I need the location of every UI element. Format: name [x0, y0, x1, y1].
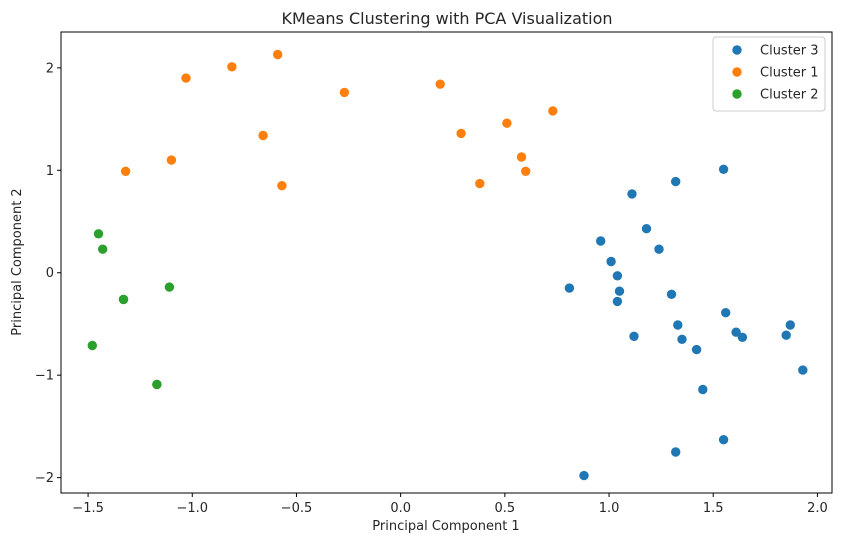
cluster-1-point: [606, 256, 616, 267]
cluster-1-point: [666, 289, 677, 299]
cluster-1-point: [737, 332, 748, 342]
cluster-1-point: [564, 283, 575, 293]
cluster-2-point: [339, 87, 350, 98]
y-tick-label: 1: [46, 164, 54, 179]
y-axis-ticks: −2 −1 0 1 2: [35, 61, 61, 486]
cluster-1-point: [627, 189, 637, 199]
cluster-1-point: [579, 470, 589, 481]
cluster-1-point: [785, 320, 795, 330]
cluster-3-point: [93, 229, 104, 239]
cluster-3-point: [164, 282, 175, 292]
cluster-3-point: [98, 244, 108, 254]
y-tick-label: −2: [35, 471, 54, 486]
cluster-1-point: [614, 286, 625, 296]
cluster-2-point: [502, 118, 512, 128]
cluster-2-point: [456, 128, 466, 139]
x-tick-label: −1.5: [72, 501, 104, 516]
x-tick-label: 2.0: [807, 501, 828, 516]
cluster-2-point: [273, 49, 283, 60]
cluster-1-point: [641, 224, 652, 234]
cluster-3-point: [152, 379, 162, 390]
cluster-2-point: [181, 73, 191, 83]
x-axis-ticks: −1.5 −1.0 −0.5 0.0 0.5 1.0 1.5 2.0: [72, 493, 828, 516]
cluster-2-point: [516, 152, 527, 162]
x-tick-label: 1.5: [703, 501, 724, 516]
y-tick-label: 0: [46, 266, 54, 281]
cluster-1-point: [673, 320, 683, 330]
x-tick-label: 0.5: [495, 501, 516, 516]
chart-title: KMeans Clustering with PCA Visualization: [281, 9, 612, 28]
legend-marker: [732, 89, 742, 99]
cluster-1-point: [721, 308, 731, 318]
cluster-1-point: [596, 236, 606, 246]
cluster-2-point: [548, 106, 558, 116]
cluster-2-point: [475, 178, 485, 189]
plot-frame: [60, 31, 833, 494]
cluster-1-point: [781, 330, 791, 340]
cluster-2-point: [120, 166, 131, 176]
cluster-2-point: [435, 79, 445, 89]
cluster-1-point: [612, 271, 623, 281]
cluster-2-point: [166, 155, 177, 165]
cluster-1-point: [629, 331, 639, 341]
cluster-1-point: [671, 447, 681, 457]
legend-marker: [732, 45, 742, 55]
cluster-1-point: [718, 164, 729, 174]
legend-label: Cluster 2: [760, 88, 819, 103]
cluster-2-point: [258, 130, 268, 141]
y-axis-label: Principal Component 2: [10, 188, 25, 335]
legend: Cluster 3 Cluster 1 Cluster 2: [712, 36, 826, 112]
cluster-3-point: [87, 340, 98, 351]
x-axis-label: Principal Component 1: [372, 519, 519, 534]
cluster-1-point: [731, 327, 741, 337]
points-layer: [87, 49, 808, 481]
cluster-2-point: [277, 181, 287, 191]
legend-label: Cluster 3: [760, 44, 819, 59]
cluster-3-point: [118, 294, 129, 305]
x-tick-label: −1.0: [176, 501, 208, 516]
cluster-1-point: [654, 244, 664, 254]
cluster-2-point: [521, 166, 531, 176]
cluster-1-point: [671, 176, 681, 187]
y-tick-label: 2: [46, 61, 54, 76]
cluster-1-point: [691, 344, 702, 355]
cluster-1-point: [612, 296, 623, 307]
x-tick-label: 1.0: [599, 501, 620, 516]
cluster-1-point: [677, 334, 687, 344]
cluster-1-point: [698, 384, 708, 395]
y-tick-label: −1: [35, 369, 54, 384]
legend-marker: [732, 67, 742, 77]
cluster-1-point: [718, 435, 729, 445]
x-tick-label: 0.0: [390, 501, 411, 516]
x-tick-label: −0.5: [281, 501, 313, 516]
cluster-2-point: [227, 62, 237, 72]
legend-label: Cluster 1: [760, 66, 819, 81]
cluster-1-point: [798, 365, 808, 375]
